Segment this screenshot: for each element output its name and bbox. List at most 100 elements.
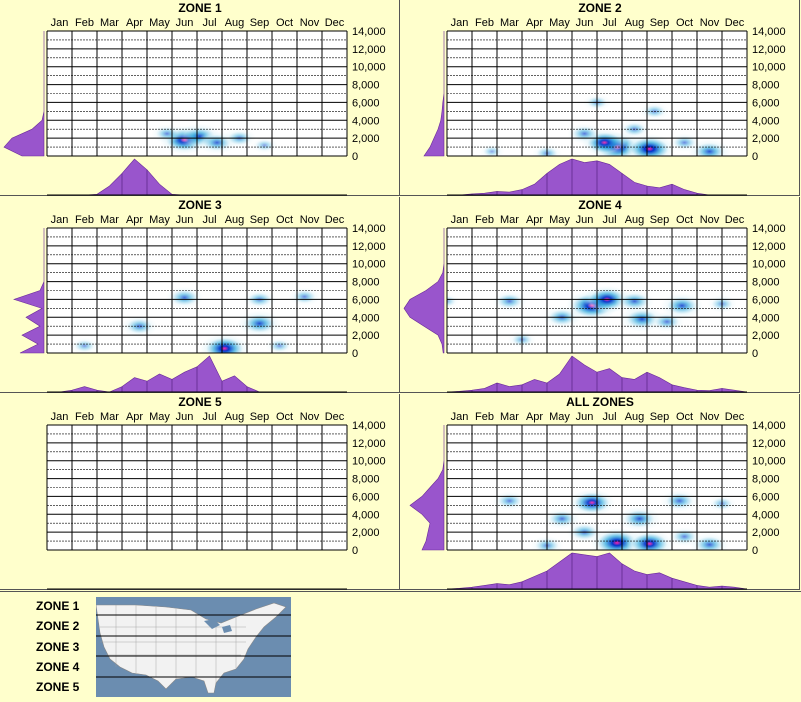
month-label-apr: Apr xyxy=(526,17,543,29)
y-tick-label: 0 xyxy=(352,545,358,557)
month-label-jul: Jul xyxy=(602,411,616,423)
month-label-oct: Oct xyxy=(276,17,293,29)
heat-spot xyxy=(660,489,699,512)
elevation-density-curve xyxy=(403,228,445,354)
month-label-dec: Dec xyxy=(325,214,345,226)
zone5-title: ZONE 5 xyxy=(178,395,222,409)
zone3-chart: Jan Feb Mar Apr May Jun Jul Aug Sep Oct Nov Dec 14,0… xyxy=(13,214,386,393)
month-label-nov: Nov xyxy=(300,17,320,29)
month-label-nov: Nov xyxy=(300,214,320,226)
month-density-curve xyxy=(47,158,347,196)
y-tick-label: 2,000 xyxy=(752,330,780,342)
month-label-may: May xyxy=(149,214,170,226)
heat-spot xyxy=(668,133,701,152)
month-label-feb: Feb xyxy=(475,17,494,29)
y-tick-label: 4,000 xyxy=(352,509,380,521)
month-label-jun: Jun xyxy=(176,411,194,423)
month-label-sep: Sep xyxy=(650,411,670,423)
charts-grid: ZONE 1 Jan Feb Mar Apr May Jun Jul Aug Sep Oct Nov… xyxy=(0,0,800,590)
y-tick-label: 14,000 xyxy=(752,420,786,432)
all-zones-title: ALL ZONES xyxy=(566,395,634,409)
heat-spot xyxy=(151,124,183,143)
legend-zone1-label: ZONE 1 xyxy=(36,599,80,613)
heat-spot xyxy=(237,310,282,337)
zone4-chart: Jan Feb Mar Apr May Jun Jul Aug Sep Oct Nov Dec 14,0… xyxy=(403,214,786,393)
y-tick-label: 0 xyxy=(752,151,758,163)
heat-spot xyxy=(569,489,615,516)
zone1-title: ZONE 1 xyxy=(178,1,222,15)
month-label-jan: Jan xyxy=(451,214,469,226)
zone1-chart: Jan Feb Mar Apr May Jun Jul Aug Sep Oct Nov Dec 14,0… xyxy=(3,17,386,196)
y-tick-label: 8,000 xyxy=(352,474,380,486)
y-tick-label: 14,000 xyxy=(352,420,386,432)
month-label-sep: Sep xyxy=(650,17,670,29)
heat-spot xyxy=(200,334,249,353)
month-label-jul: Jul xyxy=(202,17,216,29)
y-tick-label: 4,000 xyxy=(752,509,780,521)
y-tick-label: 8,000 xyxy=(352,80,380,92)
month-label-jul: Jul xyxy=(202,411,216,423)
heat-spot xyxy=(624,134,675,156)
y-tick-label: 14,000 xyxy=(752,223,786,235)
month-label-apr: Apr xyxy=(126,214,143,226)
y-tick-label: 2,000 xyxy=(752,527,780,539)
heat-spot xyxy=(618,506,661,532)
month-label-oct: Oct xyxy=(276,214,293,226)
month-label-mar: Mar xyxy=(100,17,119,29)
month-label-aug: Aug xyxy=(625,411,645,423)
heat-spot xyxy=(479,144,505,156)
grid xyxy=(446,227,748,354)
zone4-panel: ZONE 4 Jan Feb Mar Apr May Jun Jul Aug Sep Oct Nov… xyxy=(400,197,800,393)
y-tick-label: 6,000 xyxy=(352,491,380,503)
month-label-aug: Aug xyxy=(225,411,245,423)
zone5-chart: Jan Feb Mar Apr May Jun Jul Aug Sep Oct Nov Dec 14,0… xyxy=(46,411,386,590)
month-label-oct: Oct xyxy=(676,214,693,226)
y-tick-label: 0 xyxy=(352,348,358,360)
month-label-may: May xyxy=(149,411,170,423)
y-tick-label: 8,000 xyxy=(352,277,380,289)
heat-spot xyxy=(251,137,278,154)
month-label-jun: Jun xyxy=(576,17,594,29)
month-label-feb: Feb xyxy=(75,411,94,423)
zone5-panel: ZONE 5 Jan Feb Mar Apr May Jun Jul Aug Sep Oct Nov… xyxy=(0,394,400,590)
heat-spot xyxy=(265,337,294,353)
great-lakes xyxy=(204,619,232,633)
grid xyxy=(46,30,348,157)
month-label-may: May xyxy=(549,17,570,29)
legend-zone2-label: ZONE 2 xyxy=(36,619,80,633)
y-tick-label: 6,000 xyxy=(352,97,380,109)
y-tick-label: 2,000 xyxy=(752,133,780,145)
heat-spot xyxy=(447,293,460,309)
month-label-jan: Jan xyxy=(51,17,69,29)
month-label-sep: Sep xyxy=(250,17,270,29)
heat-spot xyxy=(614,289,655,313)
month-label-jun: Jun xyxy=(176,17,194,29)
y-tick-label: 4,000 xyxy=(752,312,780,324)
month-label-may: May xyxy=(549,411,570,423)
y-tick-label: 12,000 xyxy=(752,438,786,450)
y-tick-label: 2,000 xyxy=(352,330,380,342)
y-tick-label: 0 xyxy=(352,151,358,163)
all-zones-chart: Jan Feb Mar Apr May Jun Jul Aug Sep Oct Nov Dec 14,0… xyxy=(409,411,786,590)
month-label-apr: Apr xyxy=(126,411,143,423)
y-tick-label: 6,000 xyxy=(752,491,780,503)
zone3-title: ZONE 3 xyxy=(178,198,222,212)
elevation-density-curve xyxy=(13,228,45,354)
heat-spot xyxy=(567,123,602,144)
month-label-oct: Oct xyxy=(676,411,693,423)
month-label-dec: Dec xyxy=(725,411,745,423)
elevation-density-curve xyxy=(409,425,445,551)
y-tick-label: 6,000 xyxy=(352,294,380,306)
month-label-jun: Jun xyxy=(576,214,594,226)
y-tick-label: 0 xyxy=(752,545,758,557)
zone-legend: ZONE 1 ZONE 2 ZONE 3 ZONE 4 ZONE 5 xyxy=(0,591,801,702)
month-density-dividers xyxy=(471,553,723,589)
elevation-density-curve xyxy=(3,31,45,157)
month-label-apr: Apr xyxy=(126,17,143,29)
all-zones-panel: ALL ZONES Jan Feb Mar Apr May Jun Jul Aug Sep Oct… xyxy=(400,394,800,590)
zone2-panel: ZONE 2 Jan Feb Mar Apr May Jun Jul Aug Sep Oct Nov… xyxy=(400,0,800,196)
heat-spot xyxy=(70,337,99,353)
y-tick-label: 4,000 xyxy=(352,115,380,127)
month-label-may: May xyxy=(149,17,170,29)
y-tick-label: 10,000 xyxy=(752,259,786,271)
